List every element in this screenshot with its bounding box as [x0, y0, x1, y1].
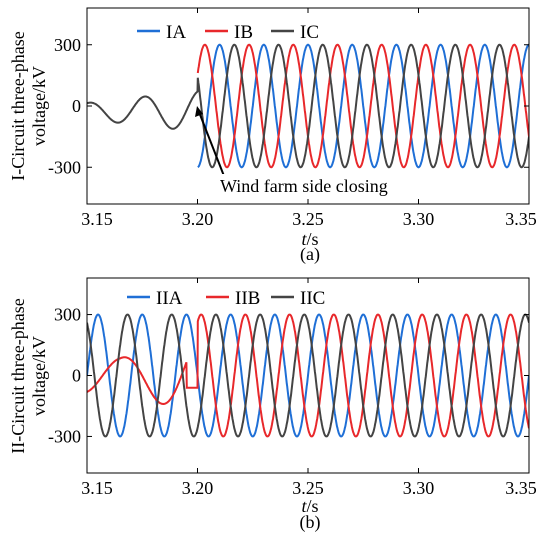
x-axis-label-unit: /s — [307, 496, 319, 516]
panel-label: (a) — [300, 244, 320, 265]
y-tick-label: 0 — [72, 96, 81, 116]
y-axis-label-line2: voltage/kV — [29, 336, 49, 416]
legend-label-iia: IIA — [156, 288, 183, 309]
x-tick-label: 3.30 — [403, 478, 435, 498]
y-axis-label-line2: voltage/kV — [29, 66, 49, 146]
series-lines — [87, 43, 529, 169]
legend-label-iib: IIB — [235, 288, 260, 309]
x-tick-label: 3.25 — [292, 209, 324, 229]
x-tick-label: 3.15 — [81, 478, 113, 498]
x-axis-label: t/s — [301, 229, 318, 249]
y-tick-label: -300 — [48, 157, 81, 177]
axis-ticks: 3.15 3.20 3.25 3.30 3.35 -300 0 300 — [48, 278, 537, 498]
series-line-iia — [87, 313, 529, 438]
x-tick-label: 3.20 — [182, 478, 214, 498]
x-tick-label: 3.30 — [403, 209, 435, 229]
legend-label-ib: IB — [234, 22, 253, 43]
y-axis-label-line1: I-Circuit three-phase — [8, 31, 28, 180]
series-line-iib — [87, 313, 529, 438]
y-tick-label: 300 — [54, 305, 81, 325]
x-axis-label-unit: /s — [307, 229, 319, 249]
x-tick-label: 3.20 — [182, 209, 214, 229]
y-axis-label-line1: II-Circuit three-phase — [8, 298, 28, 453]
annotation-arrowhead — [195, 106, 203, 117]
x-tick-label: 3.35 — [505, 478, 537, 498]
series-line-ic — [87, 43, 529, 169]
x-tick-label: 3.25 — [292, 478, 324, 498]
axis-ticks: 3.15 3.20 3.25 3.30 3.35 -300 0 300 — [48, 8, 537, 229]
panel-a: 3.15 3.20 3.25 3.30 3.35 -300 0 300 IA IB IC Wi… — [8, 7, 537, 265]
annotation-label-bg — [218, 174, 402, 196]
y-tick-label: 300 — [54, 35, 81, 55]
series-lines — [87, 313, 529, 438]
annotation-arrow — [198, 111, 225, 177]
series-line-ib — [196, 43, 529, 169]
legend-label-ia: IA — [166, 22, 186, 43]
series-line-ia — [197, 43, 529, 169]
legend: IIA IIB IIC — [127, 288, 325, 309]
series-line-iic — [87, 313, 529, 438]
panel-b: 3.15 3.20 3.25 3.30 3.35 -300 0 300 IIA IIB IIC… — [8, 277, 537, 533]
y-tick-label: 0 — [72, 366, 81, 386]
x-axis-label-var: t — [301, 229, 307, 249]
annotation: Wind farm side closing — [195, 106, 402, 196]
panel-label: (b) — [300, 512, 321, 533]
x-tick-label: 3.15 — [81, 209, 113, 229]
legend: IA IB IC — [137, 22, 319, 43]
x-axis-label: t/s — [301, 496, 318, 516]
x-axis-label-var: t — [301, 496, 307, 516]
y-tick-label: -300 — [48, 426, 81, 446]
legend-label-ic: IC — [300, 22, 319, 43]
x-tick-label: 3.35 — [505, 209, 537, 229]
annotation-label: Wind farm side closing — [220, 176, 388, 196]
legend-label-iic: IIC — [300, 288, 325, 309]
